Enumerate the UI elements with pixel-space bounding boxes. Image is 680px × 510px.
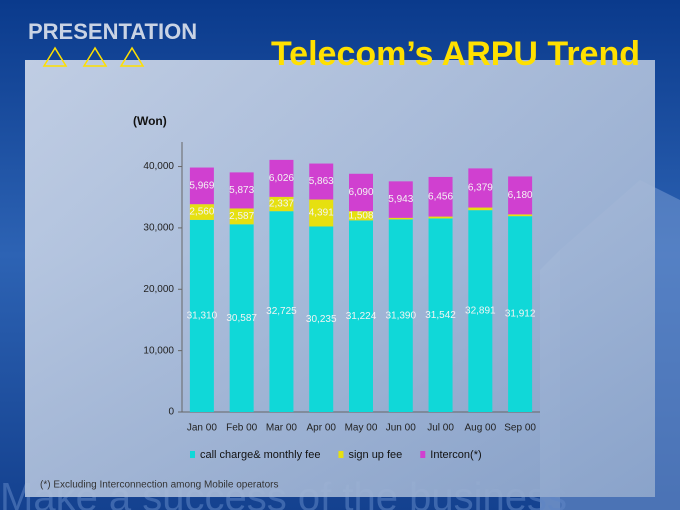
value-label: 6,379 (468, 183, 493, 194)
bar-segment (468, 210, 493, 412)
y-tick-label: 0 (168, 407, 174, 418)
value-label: 32,891 (465, 306, 496, 317)
y-tick-label: 10,000 (143, 345, 174, 356)
title: Telecom’s ARPU Trend (271, 35, 640, 73)
bar-segment (229, 224, 254, 412)
legend-label: call charge& monthly fee (200, 449, 320, 461)
bar-segment (508, 216, 533, 412)
value-label: 31,542 (425, 310, 456, 321)
bar-segment (468, 168, 493, 208)
legend-swatch (190, 451, 195, 458)
y-tick-label: 30,000 (143, 223, 174, 234)
x-tick-label: May 00 (345, 423, 378, 434)
value-label: 2,560 (189, 207, 214, 218)
bar-segment (388, 217, 413, 220)
bar-segment (388, 181, 413, 218)
x-tick-label: Feb 00 (226, 423, 258, 434)
bar-segment (189, 204, 214, 220)
value-label: 6,090 (348, 187, 373, 198)
badge: PRESENTATION (28, 19, 197, 44)
value-label: 32,725 (266, 306, 297, 317)
bar-segment (508, 214, 533, 217)
value-label: 2,587 (229, 211, 254, 222)
value-label: 31,390 (385, 310, 416, 321)
bar-segment (349, 220, 373, 412)
chart-panel (25, 60, 655, 497)
bar-segment (189, 167, 214, 205)
value-label: 5,943 (388, 194, 413, 205)
bar-segment (229, 208, 254, 225)
y-tick-label: 40,000 (143, 161, 174, 172)
bar-segment (349, 173, 373, 212)
bar-segment (189, 219, 214, 412)
value-label: 5,969 (189, 180, 214, 191)
y-tick-label: 20,000 (143, 284, 174, 295)
bar-segment (428, 216, 453, 219)
y-axis-label: (Won) (133, 114, 167, 128)
bar-segment (349, 211, 373, 221)
bar-segment (309, 163, 334, 200)
value-label: 31,310 (187, 311, 218, 322)
bar-segment (309, 199, 334, 227)
bar-segment (269, 211, 294, 412)
value-label: 6,026 (269, 173, 294, 184)
x-tick-label: Jul 00 (427, 423, 454, 434)
value-label: 4,391 (309, 208, 334, 219)
bar-segment (388, 219, 413, 412)
bar-segment (269, 196, 294, 212)
legend-swatch (338, 451, 344, 458)
x-tick-label: Mar 00 (266, 423, 298, 434)
bar-segment (468, 207, 493, 211)
value-label: 31,224 (346, 311, 377, 322)
value-label: 2,337 (269, 199, 294, 210)
x-tick-label: Jan 00 (187, 423, 217, 434)
bar-segment (229, 172, 254, 209)
value-label: 30,235 (306, 314, 337, 325)
bar-segment (309, 226, 334, 412)
bar-segment (269, 159, 294, 197)
triangles (42, 46, 145, 67)
legend-label: Intercon(*) (430, 449, 481, 461)
bar-segment (428, 176, 453, 217)
legend-label: sign up fee (348, 449, 402, 461)
value-label: 30,587 (226, 313, 257, 324)
value-label: 5,873 (229, 185, 254, 196)
value-label: 1,508 (348, 210, 373, 221)
value-label: 5,863 (309, 176, 334, 187)
x-tick-label: Aug 00 (464, 423, 496, 434)
legend-swatch (420, 451, 426, 458)
value-label: 6,180 (508, 190, 533, 201)
value-label: 6,456 (428, 191, 453, 202)
x-tick-label: Sep 00 (504, 423, 536, 434)
value-label: 31,912 (505, 309, 536, 320)
x-tick-label: Apr 00 (306, 423, 336, 434)
x-tick-label: Jun 00 (386, 423, 416, 434)
bar-segment (508, 176, 533, 215)
bar-segment (428, 218, 453, 412)
footnote: (*) Excluding Interconnection among Mobi… (40, 480, 278, 491)
